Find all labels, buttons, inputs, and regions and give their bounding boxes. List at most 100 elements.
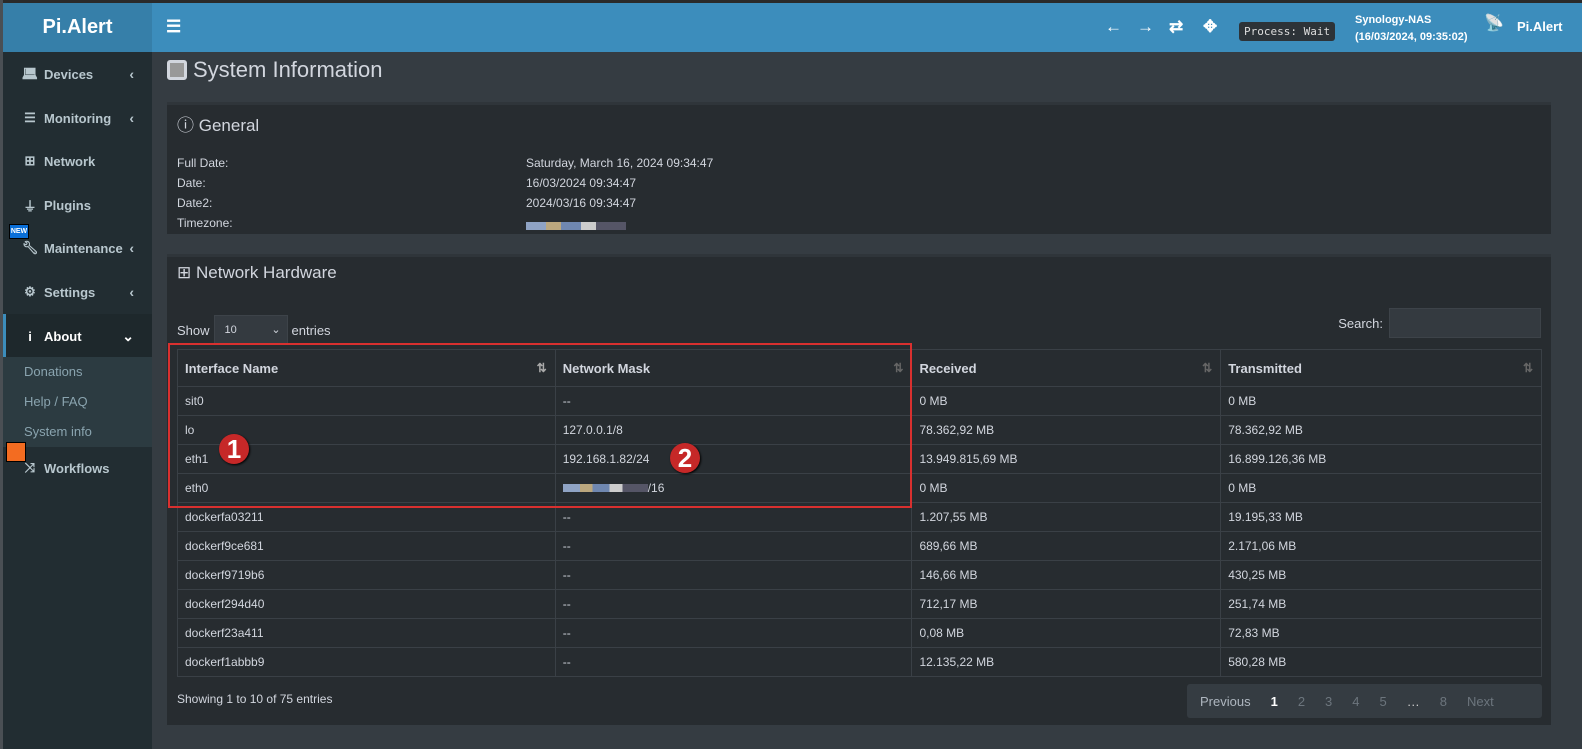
value-date2: 2024/03/16 09:34:47 <box>526 196 637 210</box>
value-full-date: Saturday, March 16, 2024 09:34:47 <box>526 156 714 170</box>
search-control: Search: <box>1338 308 1541 338</box>
value-date: 16/03/2024 09:34:47 <box>526 176 637 190</box>
label-timezone: Timezone: <box>177 216 233 230</box>
page-title: System Information <box>167 57 383 83</box>
label: Workflows <box>44 460 110 476</box>
table-row: lo 127.0.0.1/8 78.362,92 MB 78.362,92 MB <box>177 415 1542 445</box>
chart-icon: ☰ <box>24 110 36 125</box>
table-cell: -- <box>554 560 913 590</box>
pagination: Previous 1 2 3 4 5 … 8 Next <box>1187 684 1542 718</box>
label-date: Date: <box>177 176 206 190</box>
table-row: dockerf294d40 -- 712,17 MB 251,74 MB <box>177 589 1542 619</box>
window-border <box>0 0 1582 3</box>
table-cell: 78.362,92 MB <box>911 415 1222 445</box>
table-cell: 251,74 MB <box>1220 589 1542 619</box>
refresh-icon[interactable]: ⇄ <box>1169 17 1184 36</box>
sidebar-item-devices[interactable]: 💻︎ Devices ‹ <box>3 52 152 96</box>
page-button[interactable]: 2 <box>1297 693 1306 709</box>
page-button[interactable]: 8 <box>1439 693 1447 709</box>
page-button[interactable]: 4 <box>1352 693 1360 709</box>
table-cell: dockerf9ce681 <box>177 531 556 561</box>
sort-icon: ⇅ <box>893 361 904 375</box>
shuffle-icon: ⤨ <box>24 460 36 475</box>
network-table: Interface Name ⇅ Network Mask ⇅ Received ⇅ Tra… <box>177 349 1542 677</box>
table-cell: dockerf294d40 <box>177 589 556 619</box>
table-row: sit0 -- 0 MB 0 MB <box>177 386 1542 416</box>
cpu-icon <box>167 60 187 80</box>
table-cell: 72,83 MB <box>1220 618 1542 648</box>
general-box: ⓘ General Full Date: Saturday, March 16,… <box>167 102 1551 234</box>
table-cell: 13.949.815,69 MB <box>911 444 1222 474</box>
page-button[interactable]: 3 <box>1325 693 1333 709</box>
page-size-select[interactable]: 10 ⌄ <box>213 315 288 345</box>
label-date2: Date2: <box>177 196 213 210</box>
page-button[interactable]: … <box>1406 693 1420 709</box>
annotation-marker-1: 1 <box>219 434 249 464</box>
host-time: (16/03/2024, 09:35:02) <box>1355 31 1468 43</box>
redacted-ip <box>562 484 648 492</box>
construction-vest-icon <box>6 442 26 462</box>
sidebar-sub-donations[interactable]: Donations <box>3 357 152 387</box>
host-name: Synology-NAS <box>1355 14 1432 26</box>
sidebar-item-monitoring[interactable]: ☰ Monitoring ‹ <box>3 96 152 140</box>
page-button[interactable]: 5 <box>1379 693 1387 709</box>
plug-icon: ⏚ <box>23 198 37 214</box>
forward-arrow-icon[interactable]: → <box>1137 17 1154 36</box>
sidebar-item-plugins[interactable]: ⏚ Plugins <box>3 183 152 227</box>
general-title: ⓘ General <box>177 111 259 136</box>
general-title-text: General <box>198 116 260 135</box>
column-header[interactable]: Received ⇅ <box>911 349 1222 387</box>
page-button[interactable]: 1 <box>1270 693 1278 709</box>
move-icon[interactable]: ✥ <box>1203 17 1218 36</box>
table-row: dockerf9719b6 -- 146,66 MB 430,25 MB <box>177 560 1542 590</box>
table-cell: 19.195,33 MB <box>1220 502 1542 532</box>
network-title-text: Network Hardware <box>195 263 337 282</box>
host-info: Synology-NAS (16/03/2024, 09:35:02) <box>1355 12 1468 46</box>
column-header[interactable]: Network Mask ⇅ <box>554 349 913 387</box>
column-header[interactable]: Interface Name ⇅ <box>177 349 556 387</box>
table-cell: -- <box>554 386 913 416</box>
sidebar-item-network[interactable]: ⊞ Network <box>3 139 152 183</box>
table-row: dockerf9ce681 -- 689,66 MB 2.171,06 MB <box>177 531 1542 561</box>
sidebar-item-workflows[interactable]: ⤨ Workflows <box>3 446 152 490</box>
search-input[interactable] <box>1389 308 1541 338</box>
table-cell: 146,66 MB <box>911 560 1222 590</box>
menu-toggle-icon[interactable]: ☰ <box>166 17 182 36</box>
table-cell: -- <box>554 531 913 561</box>
label: Maintenance <box>44 240 123 256</box>
sidebar-item-maintenance[interactable]: 🔧︎ Maintenance ‹ <box>3 226 152 270</box>
user-brand[interactable]: Pi.Alert <box>1517 19 1563 34</box>
mask-suffix: /16 <box>647 481 665 495</box>
sidebar-item-about[interactable]: i About ⌄ <box>3 314 152 358</box>
chevron-down-icon: ⌄ <box>271 324 281 336</box>
next-button[interactable]: Next <box>1466 693 1494 709</box>
label: Settings <box>44 284 96 300</box>
app-logo[interactable]: Pi.Alert <box>3 3 152 52</box>
table-cell: 16.899.126,36 MB <box>1220 444 1542 474</box>
chevron-left-icon: ‹ <box>129 284 134 300</box>
label: About <box>44 328 82 344</box>
annotation-marker-2: 2 <box>670 443 700 473</box>
value-timezone-redacted <box>526 219 626 233</box>
sidebar-sub-system-info[interactable]: System info <box>3 417 152 447</box>
column-label: Transmitted <box>1228 360 1302 376</box>
label: Monitoring <box>44 110 112 126</box>
back-arrow-icon[interactable]: ← <box>1105 17 1122 36</box>
previous-button[interactable]: Previous <box>1200 693 1251 709</box>
chevron-left-icon: ‹ <box>129 66 134 82</box>
column-header[interactable]: Transmitted ⇅ <box>1220 349 1542 387</box>
label: Network <box>44 153 96 169</box>
process-status: Process: Wait <box>1239 22 1336 41</box>
wrench-icon: 🔧︎ <box>21 240 39 255</box>
label-full-date: Full Date: <box>177 156 229 170</box>
sidebar-sub-help[interactable]: Help / FAQ <box>3 387 152 417</box>
table-cell: 0,08 MB <box>911 618 1222 648</box>
gear-icon: ⚙ <box>24 284 36 299</box>
sitemap-icon: ⊞ <box>177 263 192 282</box>
chevron-left-icon: ‹ <box>129 240 134 256</box>
network-title: ⊞ Network Hardware <box>177 263 337 283</box>
sidebar-item-settings[interactable]: ⚙ Settings ‹ <box>3 270 152 314</box>
chevron-left-icon: ‹ <box>129 110 134 126</box>
table-cell: 192.168.1.82/24 <box>554 444 913 474</box>
table-cell: 0 MB <box>1220 473 1542 503</box>
